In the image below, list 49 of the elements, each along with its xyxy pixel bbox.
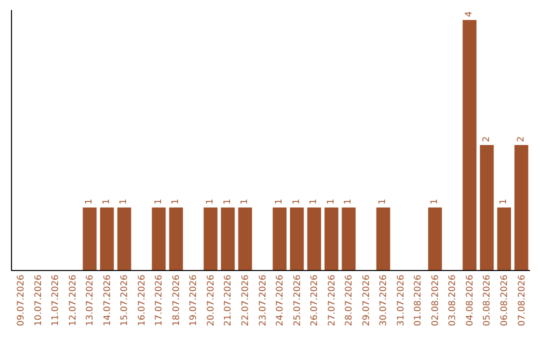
x-tick-label: 20.07.2026 bbox=[206, 274, 216, 326]
x-tick-label: 18.07.2026 bbox=[172, 274, 182, 326]
x-tick-label: 19.07.2026 bbox=[189, 274, 200, 326]
data-label: 1 bbox=[222, 198, 233, 204]
data-label: 1 bbox=[240, 198, 250, 204]
data-label: 1 bbox=[84, 198, 95, 204]
x-tick-label: 13.07.2026 bbox=[86, 274, 96, 326]
data-label: 1 bbox=[119, 198, 130, 204]
x-tick-label: 04.08.2026 bbox=[465, 274, 476, 326]
data-label: 1 bbox=[102, 198, 112, 204]
x-tick-label: 21.07.2026 bbox=[224, 274, 234, 326]
x-tick-label: 10.07.2026 bbox=[34, 274, 44, 326]
data-label: 1 bbox=[292, 198, 302, 204]
x-tick-label: 17.07.2026 bbox=[154, 274, 165, 326]
data-label: 1 bbox=[154, 198, 164, 204]
data-label: 1 bbox=[274, 198, 285, 204]
x-tick-label: 16.07.2026 bbox=[137, 274, 148, 326]
x-tick-label: 22.07.2026 bbox=[241, 274, 252, 326]
data-label: 1 bbox=[206, 198, 216, 204]
x-tick-label: 27.07.2026 bbox=[327, 274, 338, 326]
x-tick-label: 12.07.2026 bbox=[68, 274, 78, 326]
data-label: 2 bbox=[516, 136, 526, 142]
data-label: 1 bbox=[326, 198, 336, 204]
x-tick-label: 25.07.2026 bbox=[292, 274, 303, 326]
x-tick-label: 23.07.2026 bbox=[258, 274, 268, 326]
x-tick-label: 28.07.2026 bbox=[344, 274, 355, 326]
data-label: 1 bbox=[344, 198, 354, 204]
x-tick-label: 30.07.2026 bbox=[379, 274, 390, 326]
data-label: 4 bbox=[464, 11, 475, 17]
x-tick-label: 01.08.2026 bbox=[414, 274, 424, 326]
x-tick-label: 06.08.2026 bbox=[500, 274, 510, 326]
x-tick-label: 05.08.2026 bbox=[482, 274, 493, 326]
x-tick-label: 15.07.2026 bbox=[120, 274, 130, 326]
x-tick-label: 24.07.2026 bbox=[276, 274, 286, 326]
x-tick-label: 29.07.2026 bbox=[362, 274, 372, 326]
x-tick-label: 03.08.2026 bbox=[448, 274, 458, 326]
x-tick-label: 02.08.2026 bbox=[430, 274, 441, 326]
data-label: 1 bbox=[309, 198, 320, 204]
data-label: 1 bbox=[499, 198, 510, 204]
x-tick-label: 09.07.2026 bbox=[16, 274, 27, 326]
data-label: 2 bbox=[482, 136, 492, 142]
x-tick-label: 14.07.2026 bbox=[102, 274, 113, 326]
x-tick-label: 11.07.2026 bbox=[51, 274, 62, 326]
x-tick-label: 07.08.2026 bbox=[517, 274, 528, 326]
data-label: 1 bbox=[430, 198, 440, 204]
data-label: 1 bbox=[171, 198, 182, 204]
x-tick-label: 26.07.2026 bbox=[310, 274, 320, 326]
data-label: 1 bbox=[378, 198, 388, 204]
x-tick-label: 31.07.2026 bbox=[396, 274, 406, 326]
